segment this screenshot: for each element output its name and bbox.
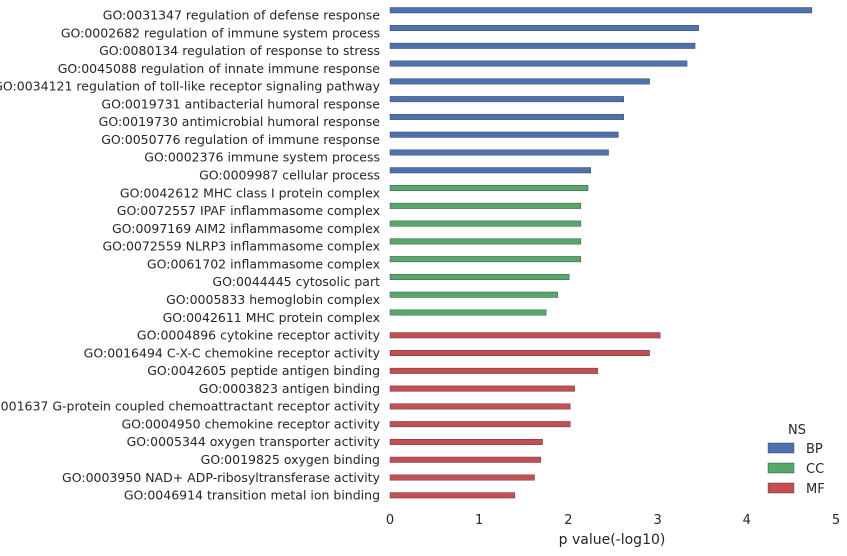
bar-cc <box>389 256 582 263</box>
y-tick-label: GO:0031347 regulation of defense respons… <box>103 8 381 23</box>
bar-bp <box>389 131 619 138</box>
bar-mf <box>389 367 599 374</box>
x-tick-label: 1 <box>475 513 483 528</box>
y-tick-label: GO:0019825 oxygen binding <box>201 452 380 467</box>
bar-mf <box>389 350 650 357</box>
bar-cc <box>389 220 582 227</box>
y-tick-label: GO:0044445 cytosolic part <box>212 274 380 289</box>
legend-swatch-mf <box>767 482 795 494</box>
bar-bp <box>389 149 609 156</box>
y-tick-label: GO:0016494 C-X-C chemokine receptor acti… <box>84 345 381 360</box>
y-tick-label: GO:0050776 regulation of immune response <box>101 132 380 147</box>
y-tick-labels: GO:0031347 regulation of defense respons… <box>0 8 381 503</box>
y-tick-label: GO:0045088 regulation of innate immune r… <box>58 61 381 76</box>
y-tick-label: GO:0061702 inflammasome complex <box>147 256 380 271</box>
legend-label-bp: BP <box>806 442 823 457</box>
bar-mf <box>389 385 575 392</box>
y-tick-label: GO:0042612 MHC class I protein complex <box>120 185 380 200</box>
y-tick-label: GO:0009987 cellular process <box>199 168 380 183</box>
bar-bp <box>389 167 591 174</box>
bar-bp <box>389 42 696 49</box>
y-tick-label: GO:0046914 transition metal ion binding <box>124 488 380 503</box>
bar-bp <box>389 7 813 14</box>
y-tick-label: GO:0002376 immune system process <box>144 150 380 165</box>
bar-cc <box>389 238 582 245</box>
bar-mf <box>389 439 543 445</box>
legend-label-cc: CC <box>806 462 824 477</box>
bar-mf <box>389 421 571 428</box>
legend-swatch-bp <box>767 442 795 454</box>
bar-mf <box>389 492 516 499</box>
y-tick-label: GO:0004896 cytokine receptor activity <box>137 328 381 343</box>
x-tick-label: 3 <box>653 513 661 528</box>
y-tick-label: GO:0002682 regulation of immune system p… <box>61 25 380 40</box>
bar-cc <box>389 202 582 209</box>
y-tick-label: GO:0080134 regulation of response to str… <box>99 43 380 58</box>
x-tick-labels: 0 1 2 3 4 5 <box>386 513 840 528</box>
bar-cc <box>389 309 547 316</box>
bar-mf <box>389 474 535 481</box>
x-tick-label: 0 <box>386 513 394 528</box>
y-tick-label: GO:0005344 oxygen transporter activity <box>127 434 381 449</box>
y-tick-label: GO:0019731 antibacterial humoral respons… <box>101 96 380 111</box>
bar-cc <box>389 291 558 298</box>
bar-bp <box>389 113 624 120</box>
y-tick-label: GO:0034121 regulation of toll-like recep… <box>0 79 381 94</box>
y-tick-label: GO:0003823 antigen binding <box>199 381 380 396</box>
y-tick-label: GO:0019730 antimicrobial humoral respons… <box>99 114 381 129</box>
x-tick-label: 5 <box>832 513 840 528</box>
legend-title: NS <box>788 423 806 438</box>
y-tick-label: GO:0004950 chemokine receptor activity <box>121 416 380 431</box>
legend: NS BP CC MF <box>767 423 825 497</box>
y-tick-label: GO:0001637 G-protein coupled chemoattrac… <box>0 399 381 414</box>
x-tick-label: 4 <box>743 513 751 528</box>
x-axis-label: p value(-log10) <box>559 532 666 548</box>
bar-cc <box>389 274 570 280</box>
y-tick-label: GO:0072559 NLRP3 inflammasome complex <box>102 239 380 254</box>
bar-mf <box>389 456 541 463</box>
legend-label-mf: MF <box>806 482 825 497</box>
legend-entries: BP CC MF <box>767 442 825 497</box>
y-tick-label: GO:0072557 IPAF inflammasome complex <box>117 203 380 218</box>
legend-swatch-cc <box>767 462 795 474</box>
y-tick-label: GO:0003950 NAD+ ADP-ribosyltransferase a… <box>62 470 381 485</box>
bar-mf <box>389 332 661 339</box>
bars-group <box>389 7 813 499</box>
bar-bp <box>389 25 699 31</box>
bar-bp <box>389 78 650 85</box>
y-tick-label: GO:0097169 AIM2 inflammasome complex <box>112 221 380 236</box>
bar-cc <box>389 185 589 192</box>
bar-bp <box>389 60 688 67</box>
y-tick-label: GO:0042611 MHC protein complex <box>163 310 380 325</box>
y-tick-label: GO:0005833 hemoglobin complex <box>166 292 380 307</box>
y-tick-label: GO:0042605 peptide antigen binding <box>147 363 380 378</box>
bar-mf <box>389 403 571 410</box>
x-tick-label: 2 <box>564 513 572 528</box>
bar-bp <box>389 96 624 103</box>
